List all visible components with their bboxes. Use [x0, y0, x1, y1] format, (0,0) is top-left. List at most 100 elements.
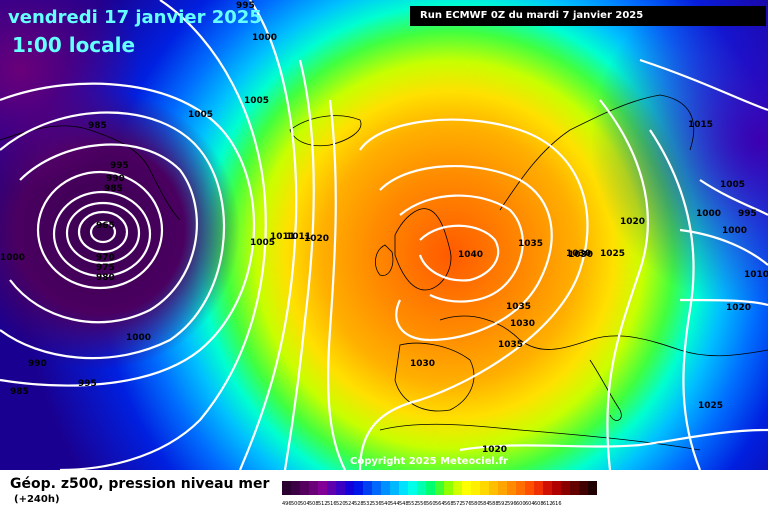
legend-label: 528 — [354, 501, 364, 507]
legend-swatch — [462, 481, 471, 495]
isobar-1015 — [283, 59, 315, 470]
legend-label: 524 — [345, 501, 355, 507]
isobar-1005 — [59, 0, 267, 470]
legend-swatch — [408, 481, 417, 495]
legend-swatch — [480, 481, 489, 495]
isobar-1030 — [379, 164, 553, 342]
iso-label-28: 1030 — [568, 250, 593, 260]
iso-label-3: 1005 — [244, 96, 269, 106]
legend-label: 612 — [543, 501, 553, 507]
legend-swatch — [507, 481, 516, 495]
legend-swatch — [516, 481, 525, 495]
map-parameter-title: Géop. z500, pression niveau mer — [10, 476, 270, 492]
iso-label-34: 1005 — [720, 180, 745, 190]
iberia-coast — [394, 342, 475, 412]
iso-label-31: 1000 — [696, 209, 721, 219]
legend-swatch — [390, 481, 399, 495]
isobar-east-1 — [599, 99, 649, 470]
iso-label-22: 1040 — [458, 250, 483, 260]
iso-label-40: 1010 — [744, 270, 768, 280]
isobar-east-3 — [699, 179, 768, 216]
isobar-east-5 — [679, 298, 768, 307]
legend-swatch — [579, 481, 588, 495]
footer-bar: Géop. z500, pression niveau mer (+240h) … — [0, 470, 768, 512]
legend-swatch — [543, 481, 552, 495]
legend-label: 604 — [525, 501, 535, 507]
iso-label-16: 985 — [10, 387, 29, 397]
legend-swatch — [372, 481, 381, 495]
iso-label-2: 1000 — [252, 33, 277, 43]
legend-label: 588 — [489, 501, 499, 507]
legend-swatch — [363, 481, 372, 495]
iso-label-32: 995 — [738, 209, 757, 219]
legend-swatch — [417, 481, 426, 495]
scandinavia-coast — [499, 94, 694, 211]
legend-swatch — [561, 481, 570, 495]
legend-swatch — [300, 481, 309, 495]
iso-label-4: 1005 — [188, 110, 213, 120]
legend-swatch — [471, 481, 480, 495]
iso-label-11: 975 — [96, 263, 115, 273]
legend-label: 512 — [318, 501, 328, 507]
isobar-1040 — [418, 224, 500, 282]
legend-label: 532 — [363, 501, 373, 507]
iso-label-6: 995 — [110, 161, 129, 171]
isobar-ne — [639, 58, 768, 112]
isobar-985 — [36, 170, 164, 290]
legend-swatch — [552, 481, 561, 495]
legend-label: 600 — [516, 501, 526, 507]
iso-label-5: 985 — [88, 121, 107, 131]
ireland-coast — [375, 244, 394, 276]
isobar-labels: 995 1000 1005 1005 985 995 990 985 965 9… — [0, 1, 768, 455]
iso-label-20: 1011 — [286, 232, 311, 242]
iso-label-30: 1015 — [688, 120, 713, 130]
isobar-995 — [0, 111, 226, 360]
legend-swatch — [399, 481, 408, 495]
legend-swatch — [345, 481, 354, 495]
legend-swatch — [570, 481, 579, 495]
legend-swatch — [381, 481, 390, 495]
legend-swatch — [525, 481, 534, 495]
isobar-south — [459, 428, 768, 452]
iso-label-1: 995 — [236, 1, 255, 11]
isobar-east-4 — [679, 228, 768, 266]
iso-label-23: 1035 — [518, 239, 543, 249]
forecast-date: vendredi 17 janvier 2025 — [8, 7, 262, 28]
british-isles-coast — [394, 208, 452, 291]
legend-swatch — [426, 481, 435, 495]
legend-label: 516 — [327, 501, 337, 507]
isobar-1020 — [327, 99, 346, 470]
iso-label-14: 1000 — [126, 333, 151, 343]
legend-swatch — [336, 481, 345, 495]
legend-swatch — [444, 481, 453, 495]
legend-label: 560 — [426, 501, 436, 507]
legend-label: 520 — [336, 501, 346, 507]
legend-label: 584 — [480, 501, 490, 507]
low-pressure-shading-east — [0, 0, 768, 470]
legend-label: 572 — [453, 501, 463, 507]
legend-label: 564 — [435, 501, 445, 507]
iso-label-39: 1025 — [698, 401, 723, 411]
iso-label-9: 965 — [96, 221, 115, 231]
legend-label: 536 — [372, 501, 382, 507]
iso-label-26: 1030 — [410, 359, 435, 369]
legend-label: 616 — [552, 501, 562, 507]
iso-label-19: 1011 — [270, 232, 295, 242]
isobar-1000 — [0, 82, 256, 387]
legend-swatch — [318, 481, 327, 495]
isobar-1010 — [238, 0, 298, 470]
isobar-990 — [9, 143, 198, 324]
isobar-975 — [65, 201, 141, 265]
copyright-notice: Copyright 2025 Meteociel.fr — [350, 456, 508, 467]
legend-swatch — [327, 481, 336, 495]
legend-label: 596 — [507, 501, 517, 507]
iso-label-15: 990 — [28, 359, 47, 369]
legend-label: 544 — [390, 501, 400, 507]
iso-label-8: 985 — [104, 184, 123, 194]
legend-label: 540 — [381, 501, 391, 507]
legend-swatch — [309, 481, 318, 495]
africa-coast — [379, 423, 701, 451]
iso-label-35: 1020 — [726, 303, 751, 313]
iso-label-21: 1020 — [304, 234, 329, 244]
iso-label-24: 1035 — [506, 302, 531, 312]
